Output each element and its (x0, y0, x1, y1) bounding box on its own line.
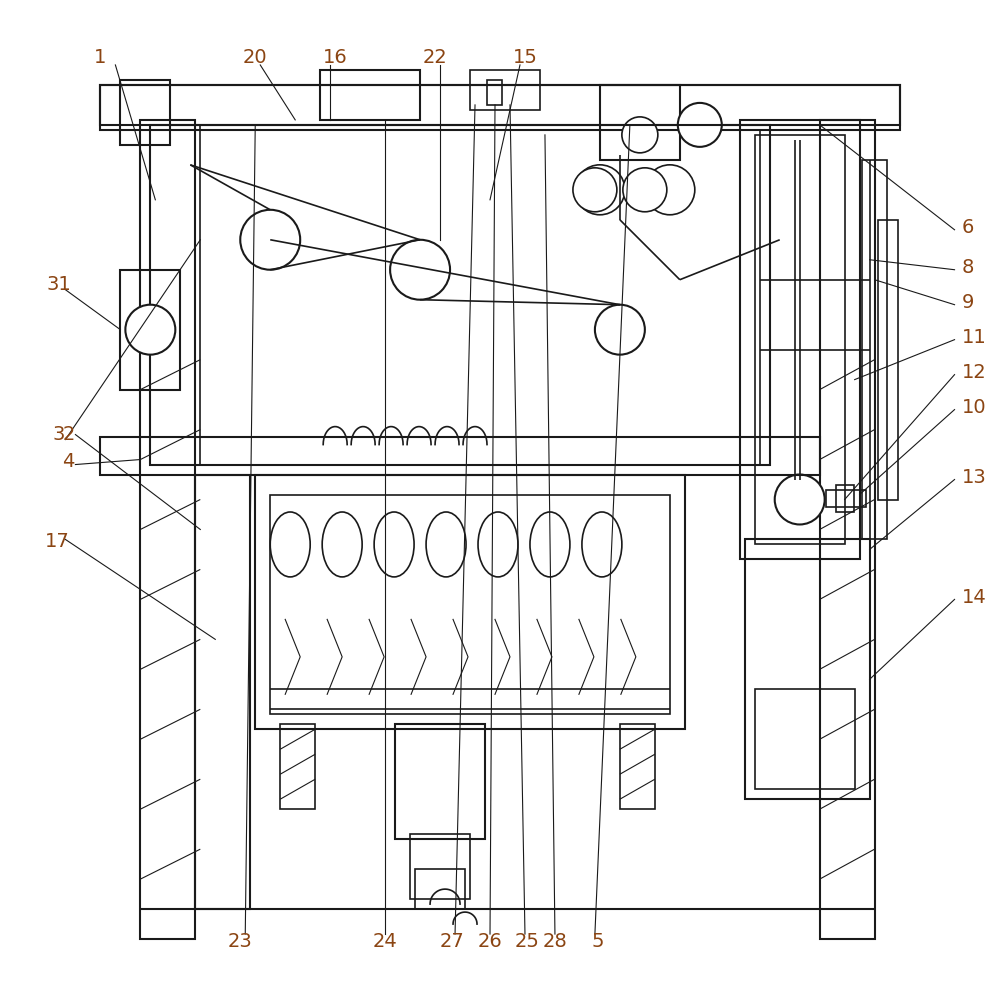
Bar (755, 135, 845, 544)
Bar (320, 70, 420, 120)
Text: 15: 15 (513, 48, 537, 68)
Text: 5: 5 (592, 931, 604, 951)
Text: 28: 28 (543, 931, 567, 951)
Circle shape (775, 475, 825, 524)
Text: 24: 24 (373, 931, 397, 951)
Bar (487, 80, 502, 105)
Text: 11: 11 (962, 328, 986, 348)
Bar (826, 490, 866, 507)
Text: 9: 9 (962, 293, 974, 313)
Text: 2: 2 (62, 425, 75, 445)
Bar (120, 80, 170, 145)
Text: 17: 17 (45, 531, 70, 551)
Bar (270, 495, 670, 714)
Circle shape (678, 103, 722, 147)
Text: 10: 10 (962, 398, 986, 418)
Bar (878, 220, 898, 500)
Text: 14: 14 (962, 587, 986, 607)
Ellipse shape (374, 511, 414, 577)
Bar (862, 160, 887, 539)
Bar (470, 70, 540, 110)
Bar (140, 120, 195, 939)
Bar (100, 85, 900, 125)
Text: 4: 4 (62, 452, 75, 472)
Ellipse shape (322, 511, 362, 577)
Bar (755, 689, 855, 789)
Text: 16: 16 (323, 48, 348, 68)
Bar (836, 485, 854, 512)
Bar (740, 120, 860, 559)
Bar (100, 85, 900, 130)
Text: 3: 3 (52, 425, 65, 445)
Text: 31: 31 (46, 275, 71, 295)
Ellipse shape (426, 511, 466, 577)
Text: 26: 26 (478, 931, 502, 951)
Text: 20: 20 (243, 48, 268, 68)
Text: 12: 12 (962, 363, 986, 383)
Circle shape (390, 240, 450, 300)
Text: 13: 13 (962, 468, 986, 488)
Text: 1: 1 (94, 48, 107, 68)
Bar (620, 724, 655, 809)
Circle shape (575, 165, 625, 215)
Bar (415, 869, 465, 909)
Text: 27: 27 (440, 931, 464, 951)
Circle shape (240, 210, 300, 270)
Ellipse shape (582, 511, 622, 577)
Text: 23: 23 (228, 931, 253, 951)
Ellipse shape (530, 511, 570, 577)
Bar (280, 724, 315, 809)
Circle shape (125, 305, 175, 355)
Text: 8: 8 (962, 258, 974, 278)
Circle shape (623, 168, 667, 212)
Bar (100, 437, 820, 475)
Circle shape (573, 168, 617, 212)
Bar (195, 475, 250, 909)
Bar (820, 120, 875, 939)
Text: 25: 25 (515, 931, 539, 951)
Bar (600, 85, 680, 160)
Text: 22: 22 (423, 48, 447, 68)
Ellipse shape (270, 511, 310, 577)
Text: 6: 6 (962, 218, 974, 238)
Bar (255, 475, 685, 729)
Circle shape (622, 117, 658, 153)
Bar (395, 724, 485, 839)
Bar (120, 270, 180, 390)
Ellipse shape (478, 511, 518, 577)
Bar (150, 125, 770, 465)
Bar (745, 539, 870, 799)
Circle shape (645, 165, 695, 215)
Circle shape (595, 305, 645, 355)
Bar (410, 834, 470, 899)
